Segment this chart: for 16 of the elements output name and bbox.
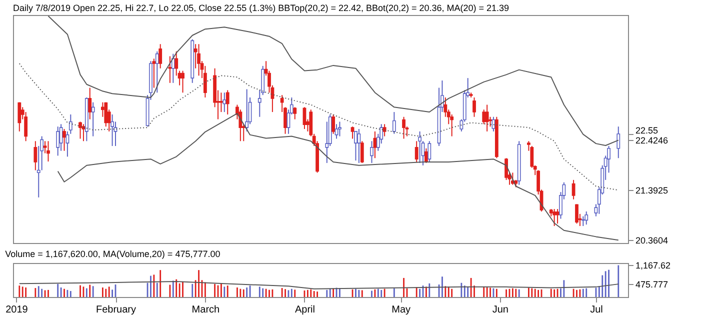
- x-tick-label: March: [192, 304, 220, 316]
- y-tick-label: 20.3604: [636, 236, 668, 246]
- y-tick-label: 1,167.62: [636, 260, 671, 271]
- line-series: [18, 280, 619, 290]
- y-tick-label: 475.777: [636, 280, 668, 290]
- x-tick-label: April: [294, 304, 315, 316]
- x-tick-label: May: [392, 304, 411, 316]
- x-tick-label: Jun: [492, 304, 508, 316]
- x-tick-label: Jul: [590, 304, 603, 316]
- chart-title: Daily 7/8/2019 Open 22.25, Hi 22.7, Lo 22.05, Close 22.55 (1.3%) BBTop(20,2) = 22.42, BBot(20,2) = 20.36, MA(20) = 21.39: [13, 3, 510, 13]
- y-tick-label: 21.3925: [636, 186, 668, 196]
- x-tick-label: 2019: [6, 304, 28, 316]
- y-tick-label: 22.4246: [636, 135, 668, 146]
- y-tick-label: 22.55: [636, 125, 658, 136]
- chart-title: Volume = 1,167,620.00, MA(Volume,20) = 475,777.00: [5, 249, 220, 260]
- x-tick-label: February: [96, 304, 136, 316]
